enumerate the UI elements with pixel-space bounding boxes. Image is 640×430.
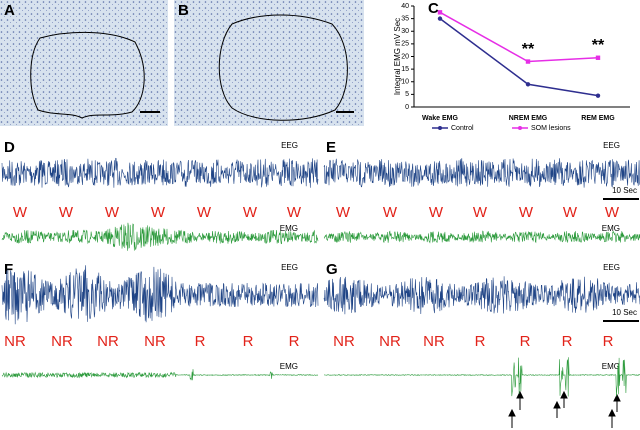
x-tick-label: NREM EMG xyxy=(509,115,548,122)
y-tick-label: 5 xyxy=(405,91,409,98)
state-label: R xyxy=(603,333,614,350)
panel-label: F xyxy=(4,261,13,278)
eeg-trace xyxy=(323,276,640,315)
scale-label: 10 Sec xyxy=(612,186,637,195)
state-label: W xyxy=(151,204,166,221)
histology-image xyxy=(0,0,168,126)
emg-trace xyxy=(1,369,319,381)
x-tick-label: REM EMG xyxy=(581,115,615,122)
panel-label: B xyxy=(178,2,189,19)
y-axis-label: Integral EMG mV Sec xyxy=(393,18,402,95)
state-label: W xyxy=(429,204,444,221)
y-tick-label: 10 xyxy=(401,79,409,86)
state-label: W xyxy=(287,204,302,221)
state-label: W xyxy=(383,204,398,221)
outline xyxy=(218,14,348,121)
trace-label: EEG xyxy=(281,141,298,150)
point xyxy=(437,16,443,21)
y-tick-label: 40 xyxy=(401,3,409,10)
state-label: NR xyxy=(333,333,355,350)
state-label: R xyxy=(243,333,254,350)
emg-trace xyxy=(1,222,319,251)
annotation: ** xyxy=(592,37,605,54)
state-label: W xyxy=(13,204,28,221)
state-label: W xyxy=(473,204,488,221)
state-label: NR xyxy=(4,333,26,350)
state-label: W xyxy=(105,204,120,221)
trace-label: EEG xyxy=(281,263,298,272)
state-label: W xyxy=(519,204,534,221)
point xyxy=(437,10,443,15)
trace-label: EMG xyxy=(602,362,620,371)
annotation: ** xyxy=(522,41,535,58)
y-tick-label: 20 xyxy=(401,53,409,60)
state-label: R xyxy=(289,333,300,350)
point xyxy=(595,93,601,98)
scale-label: 10 Sec xyxy=(612,308,637,317)
x-tick-label: Wake EMG xyxy=(422,115,458,122)
state-label: NR xyxy=(379,333,401,350)
state-label: R xyxy=(195,333,206,350)
state-label: W xyxy=(563,204,578,221)
emg-trace xyxy=(323,357,640,397)
panel-label: E xyxy=(326,139,336,156)
point xyxy=(525,59,531,64)
point xyxy=(595,55,601,60)
state-label: R xyxy=(562,333,573,350)
eeg-trace xyxy=(323,158,640,188)
arrows xyxy=(508,390,621,428)
state-label: NR xyxy=(144,333,166,350)
eeg-trace xyxy=(1,265,319,325)
trace-label: EEG xyxy=(603,263,620,272)
y-tick-label: 25 xyxy=(401,41,409,48)
point xyxy=(525,82,531,87)
panel-label: G xyxy=(326,261,338,278)
panel-label: A xyxy=(4,2,15,19)
y-tick-label: 30 xyxy=(401,28,409,35)
emg-trace xyxy=(323,230,640,244)
y-tick-label: 35 xyxy=(401,15,409,22)
histology-image xyxy=(174,0,364,126)
trace-label: EMG xyxy=(602,224,620,233)
state-label: NR xyxy=(423,333,445,350)
legend-marker xyxy=(438,126,442,130)
y-tick-label: 15 xyxy=(401,66,409,73)
eeg-trace xyxy=(1,157,319,188)
state-label: W xyxy=(243,204,258,221)
state-label: W xyxy=(197,204,212,221)
state-label: NR xyxy=(51,333,73,350)
state-label: R xyxy=(475,333,486,350)
state-label: W xyxy=(59,204,74,221)
trace-label: EEG xyxy=(603,141,620,150)
state-label: W xyxy=(336,204,351,221)
legend-label: SOM lesions xyxy=(531,125,571,132)
trace-label: EMG xyxy=(280,362,298,371)
legend-marker xyxy=(518,126,522,130)
panel-label: C xyxy=(428,0,439,17)
state-label: R xyxy=(520,333,531,350)
state-label: W xyxy=(605,204,620,221)
outline xyxy=(30,31,145,119)
y-tick-label: 0 xyxy=(405,104,409,111)
panel-label: D xyxy=(4,139,15,156)
legend-label: Control xyxy=(451,125,474,132)
state-label: NR xyxy=(97,333,119,350)
trace-label: EMG xyxy=(280,224,298,233)
